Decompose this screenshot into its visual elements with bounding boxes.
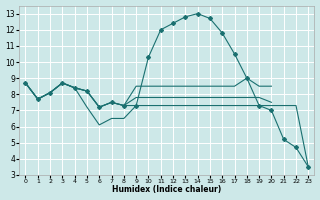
X-axis label: Humidex (Indice chaleur): Humidex (Indice chaleur) [112,185,221,194]
